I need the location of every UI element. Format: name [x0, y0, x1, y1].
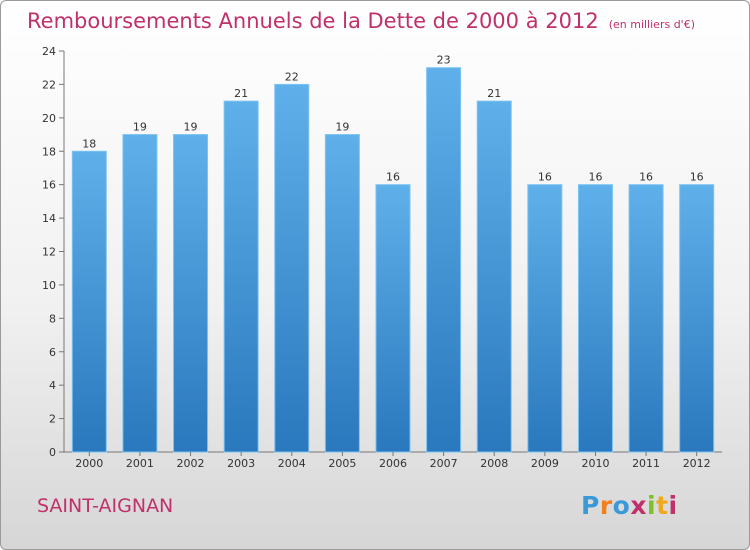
x-tick-label: 2010 — [581, 457, 609, 470]
bar-value-label: 19 — [184, 121, 198, 134]
bar-value-label: 19 — [133, 121, 147, 134]
bar-value-label: 16 — [588, 171, 602, 184]
bar-value-label: 16 — [386, 171, 400, 184]
y-tick-label: 0 — [49, 446, 56, 459]
x-tick-label: 2001 — [126, 457, 154, 470]
bar — [223, 100, 259, 453]
place-name: SAINT-AIGNAN — [37, 495, 174, 517]
bar-value-label: 22 — [285, 70, 299, 83]
y-tick-label: 4 — [49, 379, 56, 392]
y-tick-label: 6 — [49, 346, 56, 359]
logo-letter: t — [656, 491, 669, 520]
x-tick-label: 2007 — [430, 457, 458, 470]
x-tick-label: 2008 — [480, 457, 508, 470]
bar — [577, 184, 613, 453]
bar — [375, 184, 411, 453]
y-tick-label: 18 — [42, 145, 56, 158]
bar — [426, 67, 462, 453]
logo-letter: r — [599, 491, 613, 520]
x-tick-label: 2012 — [683, 457, 711, 470]
bar — [476, 100, 512, 453]
y-tick-label: 10 — [42, 279, 56, 292]
y-tick-label: 14 — [42, 212, 56, 225]
logo-letter: i — [668, 491, 678, 520]
bar — [71, 150, 107, 453]
x-tick-label: 2006 — [379, 457, 407, 470]
chart-unit: (en milliers d'€) — [608, 18, 695, 31]
y-tick-label: 22 — [42, 78, 56, 91]
y-tick-label: 24 — [42, 45, 56, 58]
chart-title-text: Remboursements Annuels de la Dette de 20… — [27, 9, 599, 33]
bar-value-label: 16 — [538, 171, 552, 184]
bar-value-label: 19 — [335, 121, 349, 134]
bar-value-label: 21 — [234, 87, 248, 100]
logo-letter: o — [612, 491, 631, 520]
bar-value-label: 23 — [437, 54, 451, 67]
y-tick-label: 20 — [42, 112, 56, 125]
logo-letter: P — [581, 491, 600, 520]
bar — [173, 134, 209, 453]
chart-title: Remboursements Annuels de la Dette de 20… — [27, 9, 695, 33]
bar-value-label: 18 — [82, 137, 96, 150]
x-tick-label: 2003 — [227, 457, 255, 470]
x-tick-label: 2004 — [278, 457, 306, 470]
plot-area: 0246810121416182022241820001920011920022… — [42, 45, 722, 470]
x-tick-label: 2011 — [632, 457, 660, 470]
bar — [324, 134, 360, 453]
bar-value-label: 16 — [639, 171, 653, 184]
x-tick-label: 2002 — [177, 457, 205, 470]
logo-letter: i — [647, 491, 657, 520]
y-tick-label: 2 — [49, 413, 56, 426]
bar — [274, 83, 310, 453]
bar — [122, 134, 158, 453]
logo-letter: x — [630, 491, 647, 520]
bar — [679, 184, 715, 453]
proxiti-logo[interactable]: Proxiti — [581, 491, 678, 520]
bar-value-label: 21 — [487, 87, 501, 100]
bar — [628, 184, 664, 453]
y-tick-label: 8 — [49, 312, 56, 325]
y-tick-label: 12 — [42, 246, 56, 259]
x-tick-label: 2005 — [328, 457, 356, 470]
x-tick-label: 2009 — [531, 457, 559, 470]
bar-value-label: 16 — [690, 171, 704, 184]
bar — [527, 184, 563, 453]
x-tick-label: 2000 — [75, 457, 103, 470]
y-tick-label: 16 — [42, 179, 56, 192]
